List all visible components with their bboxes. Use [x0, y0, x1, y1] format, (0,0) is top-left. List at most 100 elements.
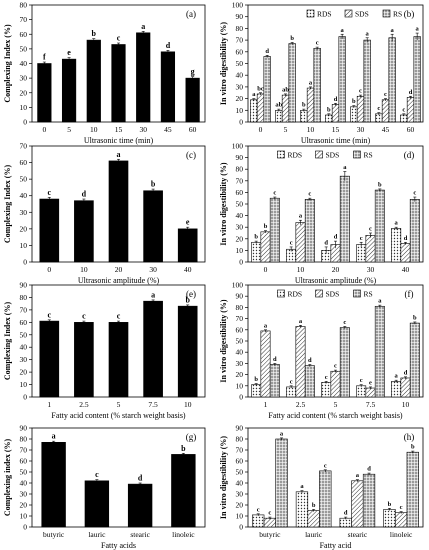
x-tick-label: 30	[367, 265, 375, 274]
x-tick-label: 40	[184, 265, 192, 274]
bar	[185, 77, 200, 123]
y-tick-label: 60	[20, 457, 28, 466]
y-tick-label: 80	[20, 435, 28, 444]
y-tick-label: 60	[236, 325, 244, 334]
significance-letter: a	[117, 150, 121, 159]
y-tick-label: 90	[236, 153, 244, 162]
y-tick-label: 30	[236, 490, 244, 499]
y-tick-label: 100	[232, 1, 244, 10]
bar-rds	[251, 241, 262, 263]
significance-letter: b	[352, 98, 356, 105]
panel-e: 0 10 20 30 40 50 60 70 80 90 Complexing Index (%) F…	[3, 281, 206, 420]
bar-rs	[339, 175, 350, 263]
x-tick-label: 2.5	[79, 400, 89, 409]
legend-swatch	[353, 150, 361, 159]
panel-tag: (h)	[404, 432, 415, 442]
y-tick-label: 70	[236, 314, 244, 323]
panel-tag: (e)	[186, 289, 196, 299]
y-axis-label: Complexing Index (%)	[3, 302, 12, 381]
legend-label: RS	[393, 10, 402, 19]
plot-frame	[247, 427, 424, 528]
y-tick-label: 10	[20, 380, 28, 389]
y-tick-label: 60	[236, 188, 244, 197]
x-tick-label: 45	[164, 125, 172, 134]
bar-sds	[400, 243, 411, 263]
x-tick-label: 10	[307, 125, 315, 134]
bar-rds	[375, 113, 383, 123]
y-tick-label: 0	[23, 118, 27, 127]
significance-letter: a	[378, 298, 382, 305]
significance-letter: a	[141, 22, 145, 31]
significance-letter: c	[413, 190, 416, 197]
significance-letter: c	[316, 40, 319, 47]
x-tick-label: 10	[184, 400, 192, 409]
bar-rds	[391, 228, 402, 263]
bar-rs	[313, 47, 321, 123]
legend-label: SDS	[326, 290, 340, 299]
x-tick-label: 2.5	[296, 400, 306, 409]
y-tick-label: 50	[20, 175, 28, 184]
panel-tag: (d)	[404, 150, 415, 160]
x-tick-label: 7.5	[148, 400, 158, 409]
significance-letter: c	[48, 310, 52, 319]
significance-letter: a	[366, 30, 370, 37]
y-tick-label: 0	[23, 258, 27, 267]
bar-rs	[304, 365, 315, 398]
significance-letter: b	[378, 181, 382, 188]
x-tick-label: linoleic	[390, 530, 413, 539]
x-axis-label: Ultrasonic time (min)	[84, 136, 154, 145]
significance-letter: d	[324, 239, 328, 246]
significance-letter: d	[404, 235, 408, 242]
x-tick-label: 30	[149, 265, 157, 274]
significance-letter: c	[334, 363, 337, 370]
bar	[84, 480, 110, 528]
significance-letter: a	[52, 432, 56, 441]
x-axis-label: Fatty acid	[320, 541, 352, 550]
y-tick-label: 80	[236, 165, 244, 174]
bar-rds	[383, 509, 396, 528]
legend-label: RDS	[288, 290, 303, 299]
bar-rds	[286, 386, 297, 398]
y-tick-label: 0	[239, 118, 243, 127]
x-tick-label: 7.5	[366, 400, 376, 409]
x-tick-label: 10	[90, 125, 98, 134]
significance-letter: e	[369, 379, 372, 386]
y-tick-label: 20	[20, 88, 28, 97]
significance-letter: c	[400, 504, 403, 511]
x-tick-label: 5	[284, 125, 288, 134]
significance-letter: g	[191, 67, 195, 76]
y-tick-label: 50	[236, 337, 244, 346]
bar-rs	[263, 56, 271, 123]
bar-rs	[413, 36, 421, 123]
panel-tag: (f)	[405, 289, 414, 299]
panel-tag: (b)	[404, 9, 415, 19]
y-tick-label: 100	[232, 281, 244, 290]
significance-letter: a	[341, 27, 345, 34]
y-tick-label: 90	[20, 281, 28, 290]
bar-rds	[356, 244, 367, 263]
bar-rds	[275, 110, 283, 123]
plot-frame	[31, 427, 206, 528]
y-axis-label: In vitro digestibility (%)	[219, 436, 228, 520]
y-tick-label: 70	[20, 446, 28, 455]
bar	[177, 305, 198, 398]
significance-letter: c	[308, 191, 311, 198]
significance-letter: c	[290, 239, 293, 246]
y-tick-label: 80	[236, 24, 244, 33]
bar-rs	[269, 197, 280, 263]
x-tick-label: 30	[357, 125, 365, 134]
bar-rds	[356, 385, 367, 398]
bar	[86, 39, 101, 123]
significance-letter: a	[280, 430, 284, 437]
x-axis-label: Ultrasonic amplitude (%)	[78, 276, 160, 285]
significance-letter: b	[92, 29, 97, 38]
bar-sds	[295, 326, 306, 398]
x-tick-label: 10	[80, 265, 88, 274]
significance-letter: bc	[257, 85, 264, 92]
y-tick-label: 90	[236, 424, 244, 433]
y-tick-label: 20	[236, 501, 244, 510]
y-tick-label: 10	[20, 103, 28, 112]
bar-sds	[406, 97, 415, 123]
